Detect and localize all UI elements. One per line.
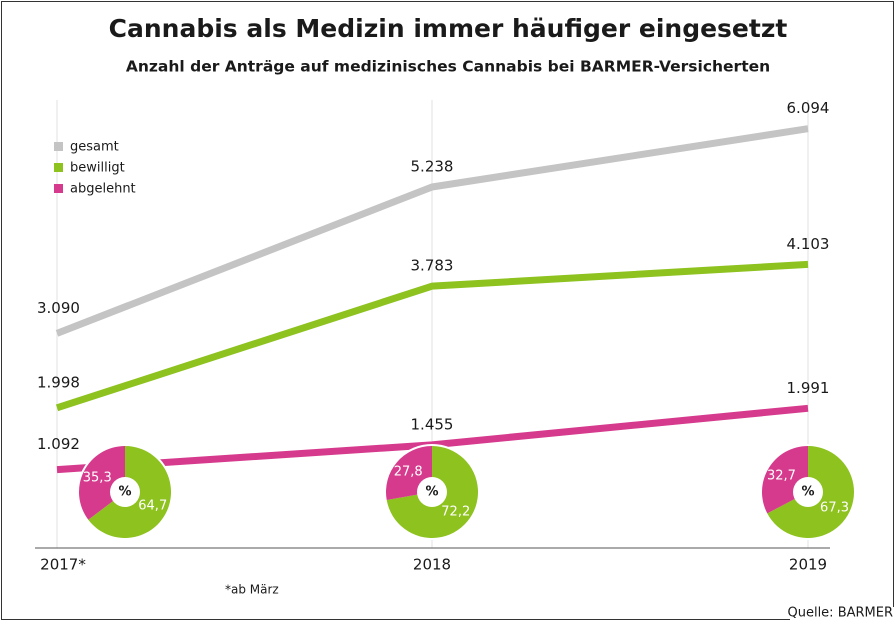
x-tick-label: 2018 — [413, 556, 451, 574]
donut-label: 32,7 — [767, 468, 796, 483]
donut-label: 35,3 — [83, 471, 112, 486]
data-label: 1.455 — [411, 415, 454, 433]
footnote: *ab März — [225, 583, 279, 597]
donut-center-label: % — [118, 485, 131, 500]
data-label: 1.991 — [787, 379, 830, 397]
source: Quelle: BARMER — [787, 606, 893, 621]
donut-label: 64,7 — [138, 498, 167, 513]
legend-swatch — [54, 163, 63, 172]
legend-label: bewilligt — [70, 161, 125, 176]
legend-swatch — [54, 184, 63, 193]
series-line — [55, 260, 809, 412]
chart-subtitle: Anzahl der Anträge auf medizinisches Can… — [126, 58, 770, 76]
legend-label: abgelehnt — [70, 182, 136, 197]
donut-hole — [110, 477, 140, 507]
x-tick-label: 2019 — [789, 556, 827, 574]
chart-title: Cannabis als Medizin immer häufiger eing… — [109, 14, 788, 43]
donut-label: 67,3 — [820, 501, 849, 516]
donut-wedge — [79, 446, 125, 520]
data-label: 4.103 — [787, 235, 830, 253]
donut-label: 72,2 — [441, 504, 470, 519]
donut-hole — [417, 477, 447, 507]
series-line — [55, 125, 809, 337]
data-label: 3.090 — [37, 299, 80, 317]
data-label: 5.238 — [411, 158, 454, 176]
legend-label: gesamt — [70, 140, 119, 155]
donut-hole — [793, 477, 823, 507]
x-tick-label: 2017* — [40, 556, 86, 574]
donut-center-label: % — [425, 485, 438, 500]
legend-swatch — [54, 142, 63, 151]
data-label: 1.092 — [37, 435, 80, 453]
donut-center-label: % — [801, 485, 814, 500]
donut-label: 27,8 — [394, 465, 423, 480]
data-label: 6.094 — [787, 99, 830, 117]
data-label: 3.783 — [411, 257, 454, 275]
data-label: 1.998 — [37, 373, 80, 391]
